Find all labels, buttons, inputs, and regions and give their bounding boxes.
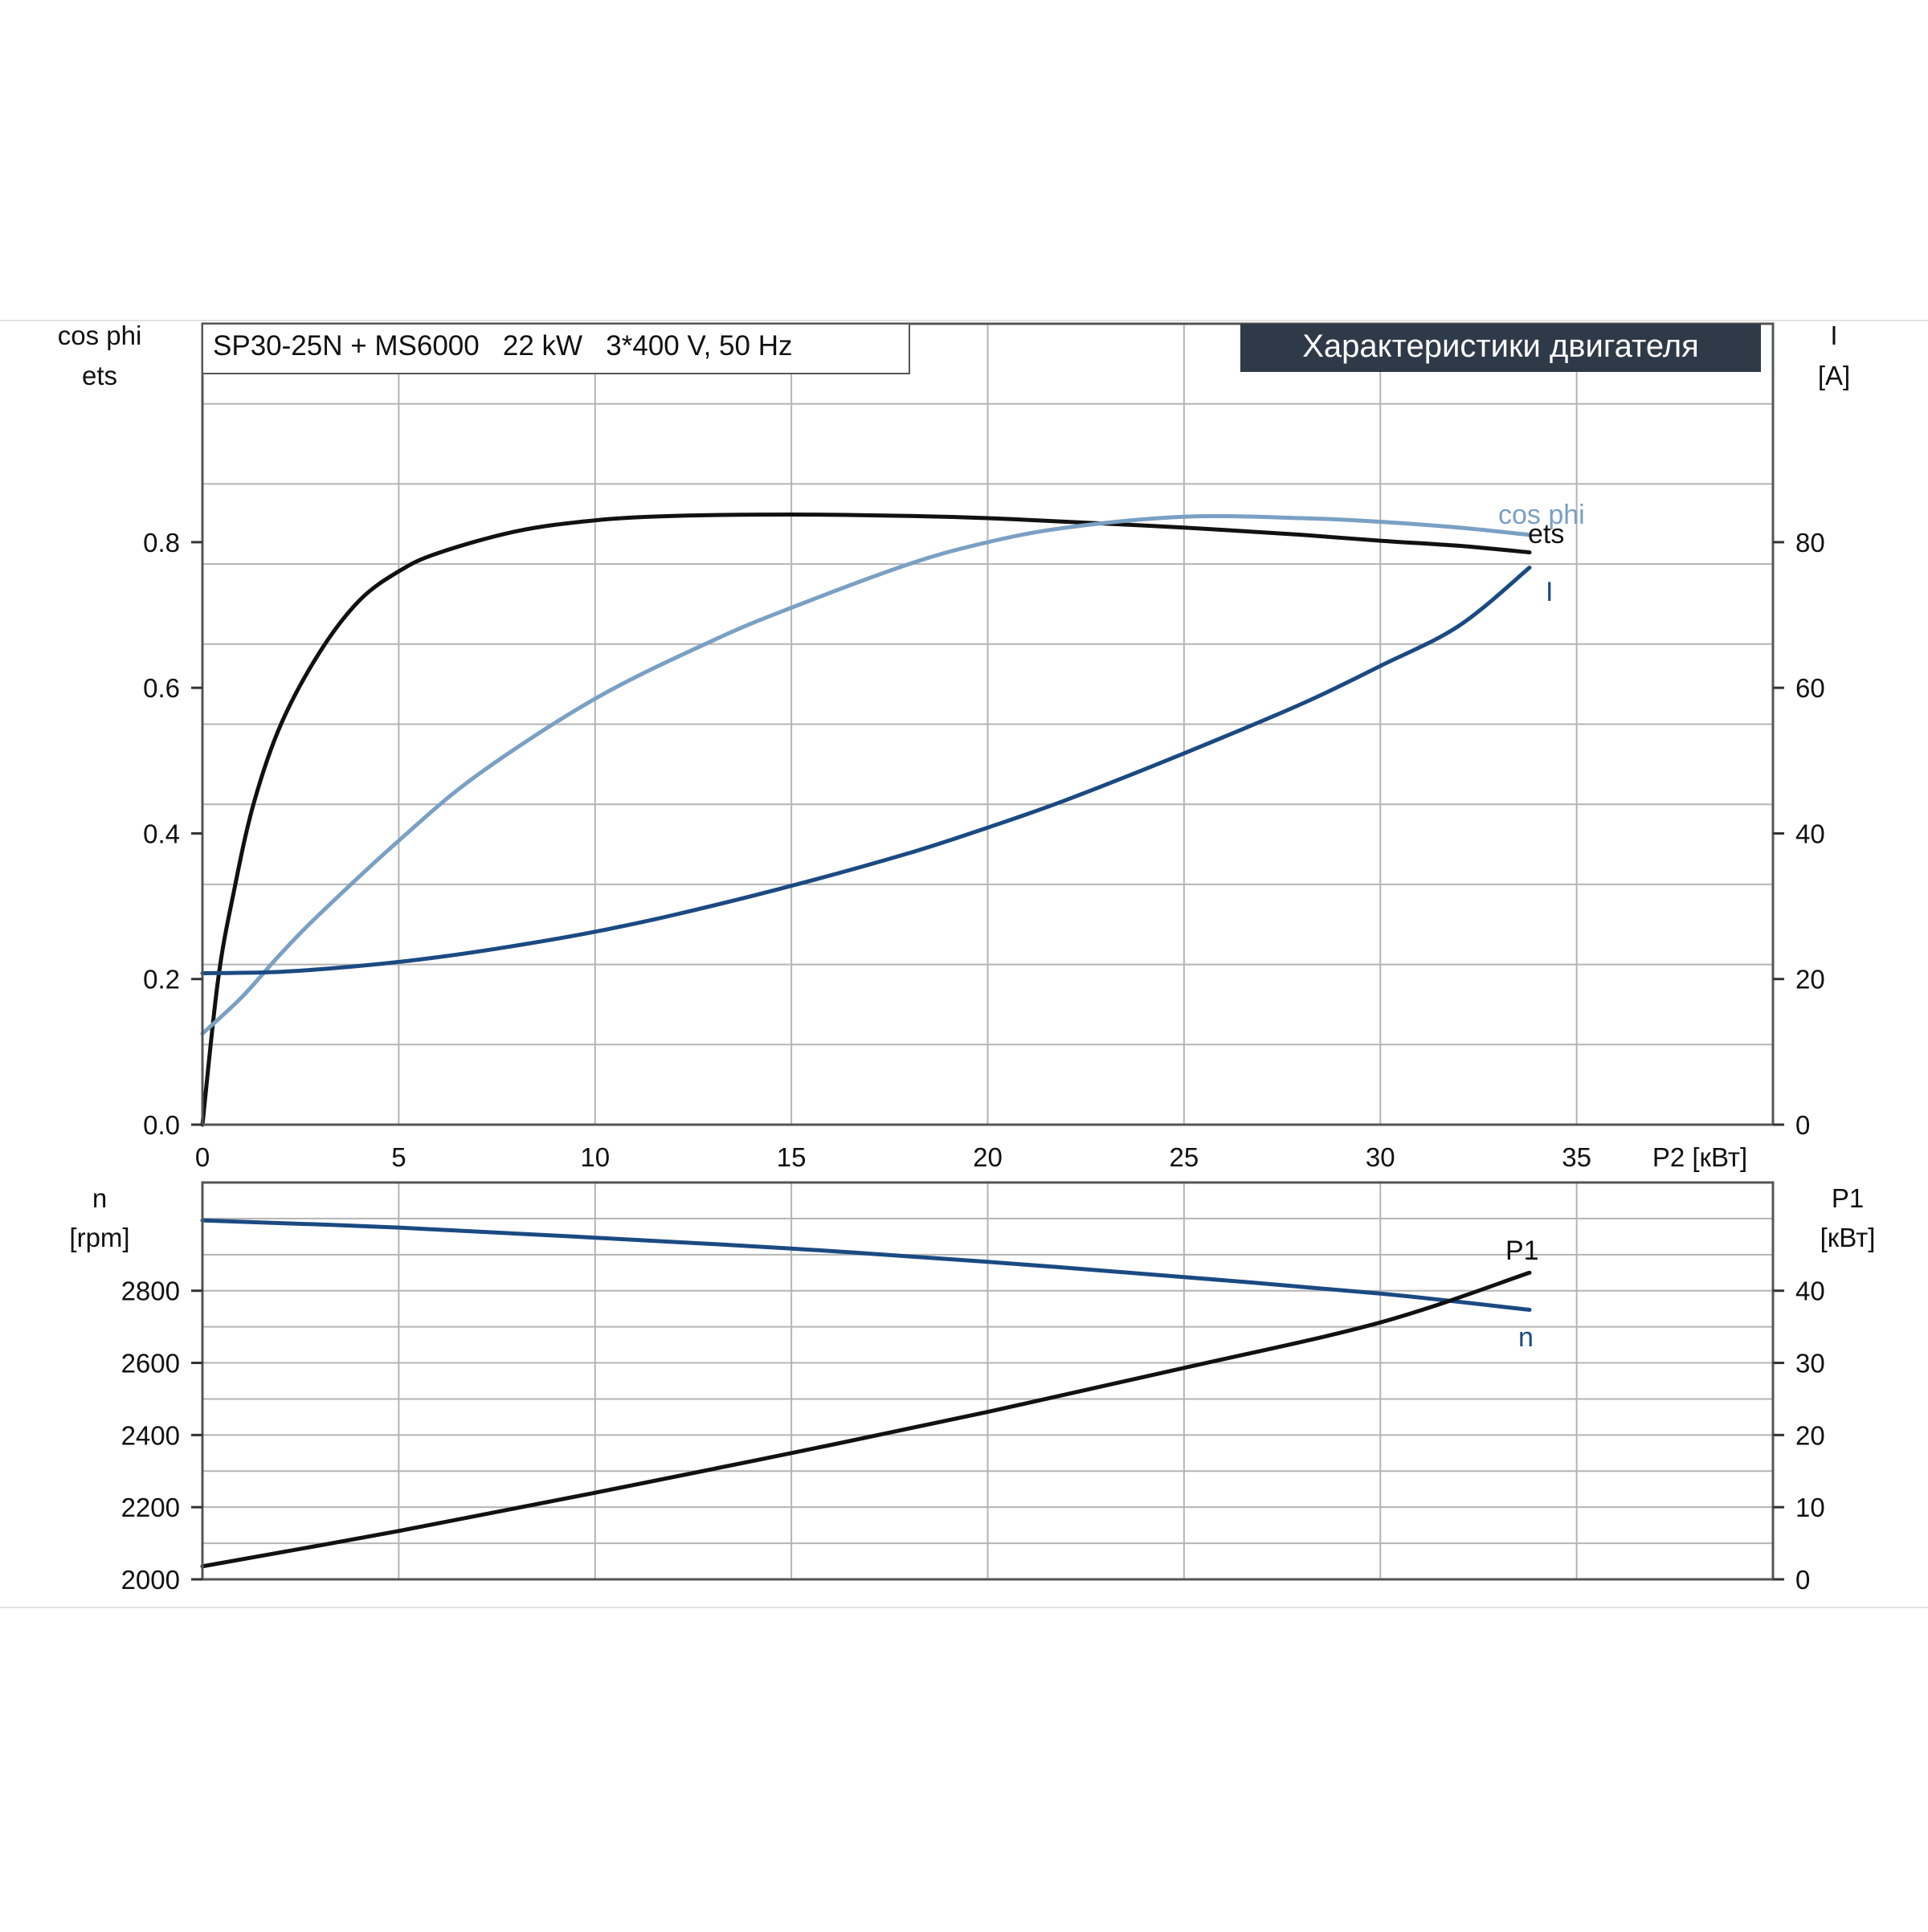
series-label-ets: ets (1528, 519, 1564, 549)
series-line-P1 (200, 1270, 1532, 1569)
top-chart-grid (202, 324, 1773, 1125)
top-right-axis-label-1: I (1830, 321, 1837, 350)
x-axis-label: P2 [кВт] (1652, 1142, 1747, 1172)
top-left-tick-label: 0.8 (143, 528, 180, 558)
series-line-n (200, 1218, 1532, 1312)
x-tick-label: 20 (973, 1142, 1003, 1172)
chart-title: SP30-25N + MS6000 22 kW 3*400 V, 50 Hz (213, 330, 792, 361)
x-tick-label: 10 (580, 1142, 610, 1172)
top-left-tick-label: 0.6 (143, 673, 180, 703)
bottom-left-tick-label: 2800 (121, 1276, 180, 1306)
series-label-I: I (1546, 577, 1553, 607)
top-left-axis-label-1: cos phi (58, 321, 142, 350)
series-label-n: n (1518, 1322, 1534, 1353)
series-line-I (200, 566, 1532, 975)
series-line-cos-phi (200, 513, 1532, 1036)
top-left-tick-label: 0.4 (143, 819, 180, 848)
bottom-left-tick-label: 2200 (121, 1493, 180, 1522)
bottom-right-axis-label-2: [кВт] (1820, 1223, 1876, 1252)
bottom-right-tick-label: 40 (1795, 1276, 1825, 1306)
top-right-tick-label: 0 (1795, 1110, 1810, 1140)
bottom-left-axis-label-1: n (92, 1183, 107, 1213)
series-line-ets (200, 512, 1532, 1127)
top-right-tick-label: 60 (1795, 673, 1825, 703)
x-tick-label: 35 (1562, 1142, 1591, 1172)
bottom-right-axis-label-1: P1 (1832, 1183, 1864, 1213)
bottom-chart-frame (201, 1181, 1775, 1581)
top-chart-frame (201, 322, 1775, 1126)
top-right-tick-label: 20 (1795, 965, 1825, 995)
bottom-left-tick-label: 2600 (121, 1349, 180, 1379)
bottom-right-tick-label: 30 (1795, 1349, 1825, 1379)
top-left-axis-label-2: ets (82, 361, 117, 390)
bottom-chart-series (200, 1218, 1532, 1569)
top-left-tick-label: 0.0 (143, 1110, 180, 1140)
title-box (202, 323, 910, 374)
top-right-tick-label: 40 (1795, 819, 1825, 848)
section-badge (1240, 324, 1761, 372)
bottom-left-axis-label-2: [rpm] (69, 1223, 129, 1252)
x-tick-label: 30 (1366, 1142, 1395, 1172)
top-left-tick-label: 0.2 (143, 965, 180, 995)
bottom-chart-grid (202, 1182, 1773, 1579)
series-label-cos-phi: cos phi (1498, 500, 1585, 530)
series-label-P1: P1 (1505, 1236, 1539, 1266)
bottom-left-tick-label: 2000 (121, 1565, 180, 1595)
top-right-tick-label: 80 (1795, 528, 1825, 558)
top-right-axis-label-2: [A] (1818, 361, 1850, 390)
bottom-chart-ticks: 2000 2200 2400 2600 2800 0 10 20 30 40 (121, 1276, 1825, 1595)
top-chart-ticks: 0.0 0.2 0.4 0.6 0.8 0 20 40 60 80 0 5 10 15 20 25 30 35 (143, 528, 1825, 1172)
top-chart-series (200, 512, 1532, 1127)
x-tick-label: 0 (195, 1142, 210, 1172)
x-tick-label: 15 (777, 1142, 807, 1172)
bottom-left-tick-label: 2400 (121, 1420, 180, 1450)
section-badge-label: Характеристики двигателя (1302, 329, 1699, 364)
x-tick-label: 25 (1170, 1142, 1199, 1172)
bottom-right-tick-label: 10 (1795, 1493, 1825, 1522)
bottom-right-tick-label: 20 (1795, 1420, 1825, 1450)
bottom-right-tick-label: 0 (1795, 1565, 1810, 1595)
x-tick-label: 5 (391, 1142, 406, 1172)
